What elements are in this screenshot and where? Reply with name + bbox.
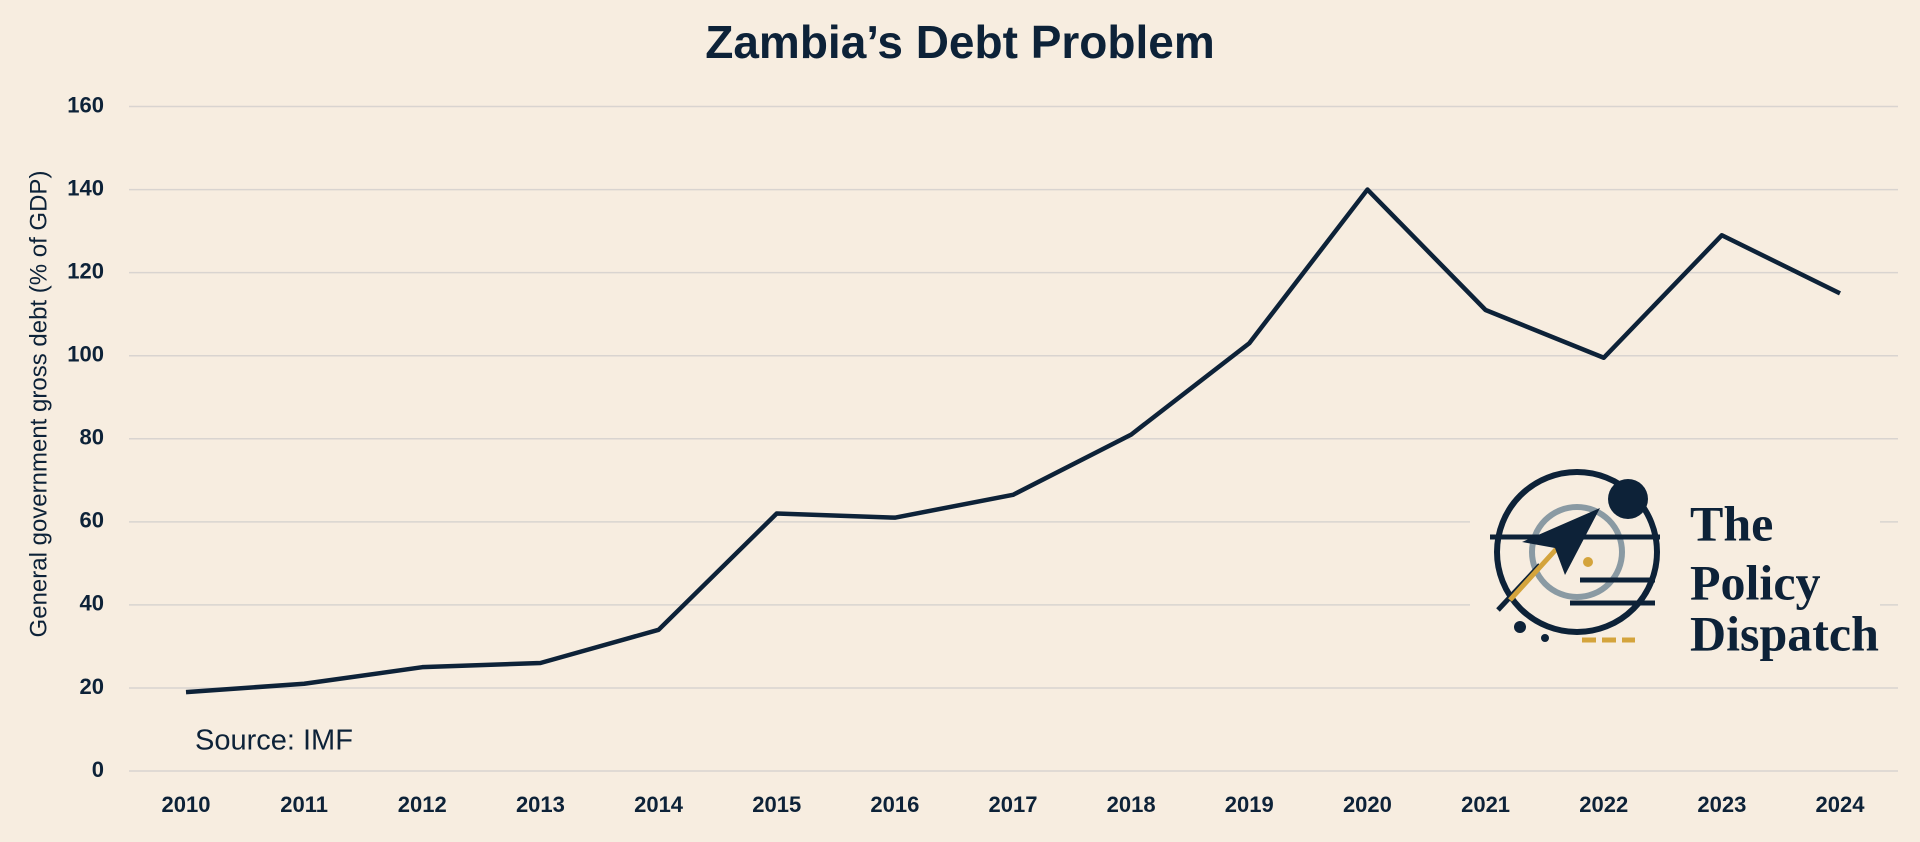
y-tick-label: 120 xyxy=(67,258,104,283)
y-tick-label: 140 xyxy=(67,175,104,200)
y-tick-label: 0 xyxy=(92,757,104,782)
logo-text: The xyxy=(1690,495,1773,551)
source-note: Source: IMF xyxy=(195,725,353,757)
x-tick-label: 2012 xyxy=(398,792,447,817)
x-tick-label: 2021 xyxy=(1461,792,1510,817)
logo-text: Dispatch xyxy=(1690,605,1879,661)
logo-dot xyxy=(1541,634,1549,642)
y-tick-label: 60 xyxy=(80,508,104,533)
x-tick-label: 2014 xyxy=(634,792,684,817)
logo-plane xyxy=(1522,508,1600,575)
x-tick-label: 2011 xyxy=(280,792,328,817)
x-tick-label: 2013 xyxy=(516,792,565,817)
x-tick-label: 2018 xyxy=(1107,792,1156,817)
x-tick-label: 2019 xyxy=(1225,792,1274,817)
x-tick-label: 2024 xyxy=(1816,792,1866,817)
data-line xyxy=(185,187,1841,695)
x-tick-label: 2020 xyxy=(1343,792,1392,817)
logo-text: Policy xyxy=(1690,554,1821,610)
chart-title: Zambia’s Debt Problem xyxy=(705,16,1215,68)
logo-inner-ring xyxy=(1529,504,1625,600)
logo-dot xyxy=(1608,479,1648,519)
y-tick-label: 100 xyxy=(67,342,104,367)
x-tick-label: 2022 xyxy=(1579,792,1628,817)
x-tick-label: 2016 xyxy=(870,792,919,817)
logo-dot xyxy=(1514,621,1526,633)
y-tick-label: 20 xyxy=(80,674,104,699)
x-tick-label: 2017 xyxy=(989,792,1038,817)
logo-line xyxy=(1508,543,1562,602)
logo-ring xyxy=(1494,469,1660,635)
x-tick-label: 2023 xyxy=(1697,792,1746,817)
logo: The Policy Dispatch xyxy=(1470,455,1880,675)
x-tick-label: 2010 xyxy=(162,792,211,817)
y-tick-label: 160 xyxy=(67,92,104,117)
x-tick-label: 2015 xyxy=(752,792,801,817)
y-tick-label: 80 xyxy=(80,425,104,450)
y-tick-label: 40 xyxy=(80,591,104,616)
logo-dot xyxy=(1583,557,1593,567)
y-axis-label: General government gross debt (% of GDP) xyxy=(25,171,52,638)
